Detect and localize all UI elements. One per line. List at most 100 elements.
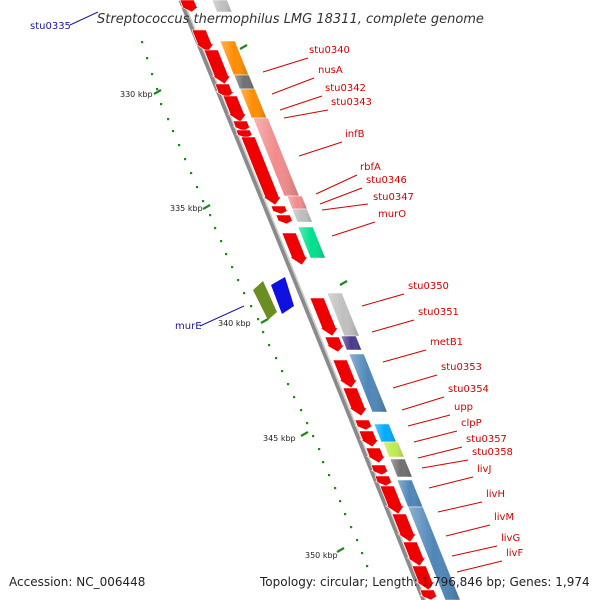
leader-line	[321, 203, 369, 211]
gene-label[interactable]: stu0343	[331, 97, 372, 108]
tick-major	[202, 204, 211, 210]
gene-label[interactable]: rbfA	[360, 162, 381, 173]
gene-arrow-olive	[253, 281, 277, 320]
gene-arrow[interactable]	[270, 205, 289, 215]
gene-arrow[interactable]	[402, 541, 426, 567]
tick-major	[153, 89, 162, 95]
tick-major	[300, 431, 309, 437]
cog-bar-shade	[349, 354, 388, 412]
gene-label[interactable]: livM	[494, 512, 514, 523]
gene-arrow[interactable]	[374, 475, 395, 487]
gene-arrow[interactable]	[419, 589, 440, 600]
gene-label[interactable]: stu0347	[373, 192, 414, 203]
tick-dot	[312, 435, 315, 438]
gene-arrow[interactable]	[179, 0, 200, 13]
gene-arrow-blue	[271, 277, 294, 314]
tick-dot	[190, 172, 193, 175]
gene-arrow[interactable]	[235, 129, 254, 139]
gene-arrow[interactable]	[411, 565, 435, 591]
gene-arrow[interactable]	[232, 120, 253, 132]
tick-dot	[257, 318, 260, 321]
gene-label[interactable]: stu0353	[441, 362, 482, 373]
tick-dot	[350, 526, 353, 529]
gene-arrow[interactable]	[191, 29, 215, 53]
gene-arrow[interactable]	[342, 387, 368, 417]
gene-label[interactable]: stu0346	[366, 175, 407, 186]
gene-label-murE[interactable]: murE	[175, 321, 202, 332]
leader-line	[262, 57, 309, 73]
gene-arrow[interactable]	[332, 359, 358, 389]
gene-arrow[interactable]	[354, 419, 375, 431]
leader-line	[428, 476, 474, 489]
tick-dot	[339, 500, 342, 503]
gene-arrow[interactable]	[222, 95, 247, 123]
tick-dot	[202, 200, 205, 203]
leader-line	[451, 545, 498, 557]
gene-arrow[interactable]	[203, 49, 231, 85]
gene-label[interactable]: stu0350	[408, 281, 449, 292]
leader-line	[417, 446, 463, 459]
cog-bar-shade	[220, 41, 249, 75]
leader-line	[319, 187, 363, 205]
gene-arrow[interactable]	[324, 336, 345, 353]
tick-dot	[156, 88, 159, 91]
gene-label[interactable]: stu0354	[448, 384, 489, 395]
cog-bar-shade	[341, 336, 362, 350]
tick-dot	[146, 57, 149, 60]
cog-bar-shade	[287, 196, 308, 209]
kbp-label: 335 kbp	[170, 204, 203, 213]
gene-arrow[interactable]	[358, 430, 380, 448]
gene-label[interactable]: stu0342	[325, 83, 366, 94]
leader-line	[315, 174, 358, 195]
tick-dot	[231, 266, 234, 269]
gene-label[interactable]: infB	[345, 129, 365, 140]
gene-label[interactable]: stu0340	[309, 45, 350, 56]
gene-label[interactable]: livG	[501, 533, 520, 544]
tick-dot	[268, 344, 271, 347]
label-leaders	[262, 57, 503, 573]
gene-arrow[interactable]	[281, 232, 309, 266]
gene-label[interactable]: metB1	[430, 337, 463, 348]
gene-label[interactable]: clpP	[461, 418, 482, 429]
gene-label[interactable]: stu0351	[418, 307, 459, 318]
tick-track	[141, 41, 369, 568]
leader-line	[361, 293, 405, 307]
gene-arrow[interactable]	[379, 485, 405, 515]
gene-arrow[interactable]	[370, 464, 391, 476]
gene-label[interactable]: livF	[506, 548, 523, 559]
leader-line	[445, 524, 491, 537]
kbp-label: 330 kbp	[120, 90, 153, 99]
leader-line	[283, 109, 329, 119]
cog-bar-shade	[327, 293, 360, 336]
leader-line	[279, 95, 323, 111]
gene-label[interactable]: murO	[378, 209, 406, 220]
leader-line	[271, 77, 315, 95]
kbp-label: 345 kbp	[263, 434, 296, 443]
gene-label[interactable]: livH	[486, 489, 505, 500]
tick-dot	[356, 539, 359, 542]
tick-dot	[172, 130, 175, 133]
gene-arrow[interactable]	[240, 136, 282, 206]
gene-arrow[interactable]	[309, 297, 339, 337]
tick-dot	[141, 41, 144, 44]
gene-label-stu0335[interactable]: stu0335	[30, 21, 71, 32]
gene-label[interactable]: nusA	[318, 65, 343, 76]
cog-bar-shade	[383, 442, 404, 457]
cog-bar-shade	[234, 75, 255, 89]
map-title: Streptococcus thermophilus LMG 18311, co…	[97, 12, 484, 27]
gene-label[interactable]: upp	[454, 402, 473, 413]
gene-arrow[interactable]	[365, 447, 386, 464]
gene-label[interactable]: livJ	[477, 464, 491, 475]
gene-arrow[interactable]	[214, 83, 235, 99]
gene-label[interactable]: stu0357	[466, 434, 507, 445]
cog-bar-shade	[240, 89, 267, 118]
leader-line	[371, 319, 415, 333]
gene-arrow[interactable]	[275, 214, 295, 225]
accession-text: Accession: NC_006448	[9, 575, 145, 589]
cog-bar-shade	[253, 118, 300, 196]
leader-line	[401, 396, 445, 411]
gene-arrow[interactable]	[391, 513, 417, 543]
gene-label[interactable]: stu0358	[472, 447, 513, 458]
cog-bar-shade	[374, 424, 397, 442]
tick-dot	[184, 158, 187, 161]
